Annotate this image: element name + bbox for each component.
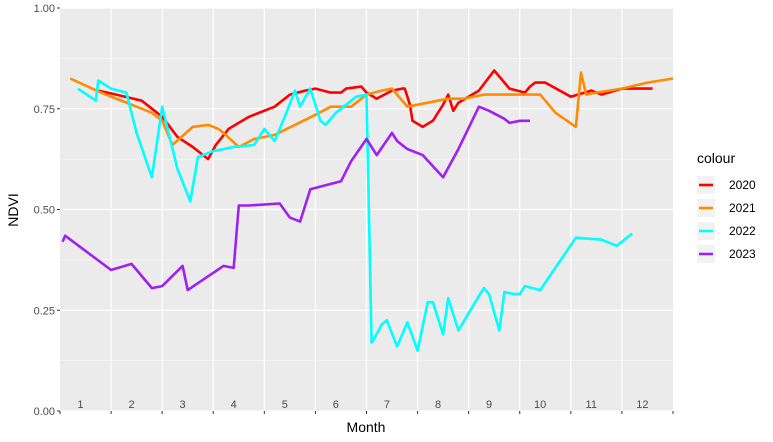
legend-label-2023: 2023 xyxy=(729,247,756,261)
y-tick-label: 0.75 xyxy=(34,104,55,116)
month-label: 11 xyxy=(586,399,597,411)
month-label: 10 xyxy=(534,399,546,411)
legend-label-2020: 2020 xyxy=(729,178,756,192)
y-axis-title: NDVI xyxy=(5,193,21,226)
month-label: 8 xyxy=(435,399,441,411)
y-tick-label: 1.00 xyxy=(34,3,55,15)
month-label: 6 xyxy=(333,399,339,411)
series-line-2023 xyxy=(61,105,530,292)
month-label: 5 xyxy=(282,399,288,411)
month-label: 1 xyxy=(77,399,83,411)
legend-title: colour xyxy=(697,150,735,166)
grid-lines xyxy=(60,7,673,412)
series-lines xyxy=(61,69,674,352)
legend-label-2021: 2021 xyxy=(729,201,756,215)
month-label: 7 xyxy=(384,399,390,411)
month-label: 9 xyxy=(486,399,492,411)
y-tick-label: 0.50 xyxy=(34,205,55,217)
legend-label-2022: 2022 xyxy=(729,224,756,238)
month-label: 2 xyxy=(128,399,134,411)
y-tick-label: 0.00 xyxy=(34,406,55,418)
series-line-2022 xyxy=(77,79,633,352)
month-label: 4 xyxy=(231,399,237,411)
month-label: 12 xyxy=(636,399,648,411)
series-line-2020 xyxy=(98,69,653,161)
month-label: 3 xyxy=(180,399,186,411)
axes: 0.000.250.500.751.001 2 3 4 5 6 7 8 9 10 11 12 xyxy=(34,3,674,418)
x-axis-title: Month xyxy=(347,419,386,435)
legend: colour 2020 2021 2022 2023 xyxy=(697,150,756,263)
y-tick-label: 0.25 xyxy=(34,305,55,317)
